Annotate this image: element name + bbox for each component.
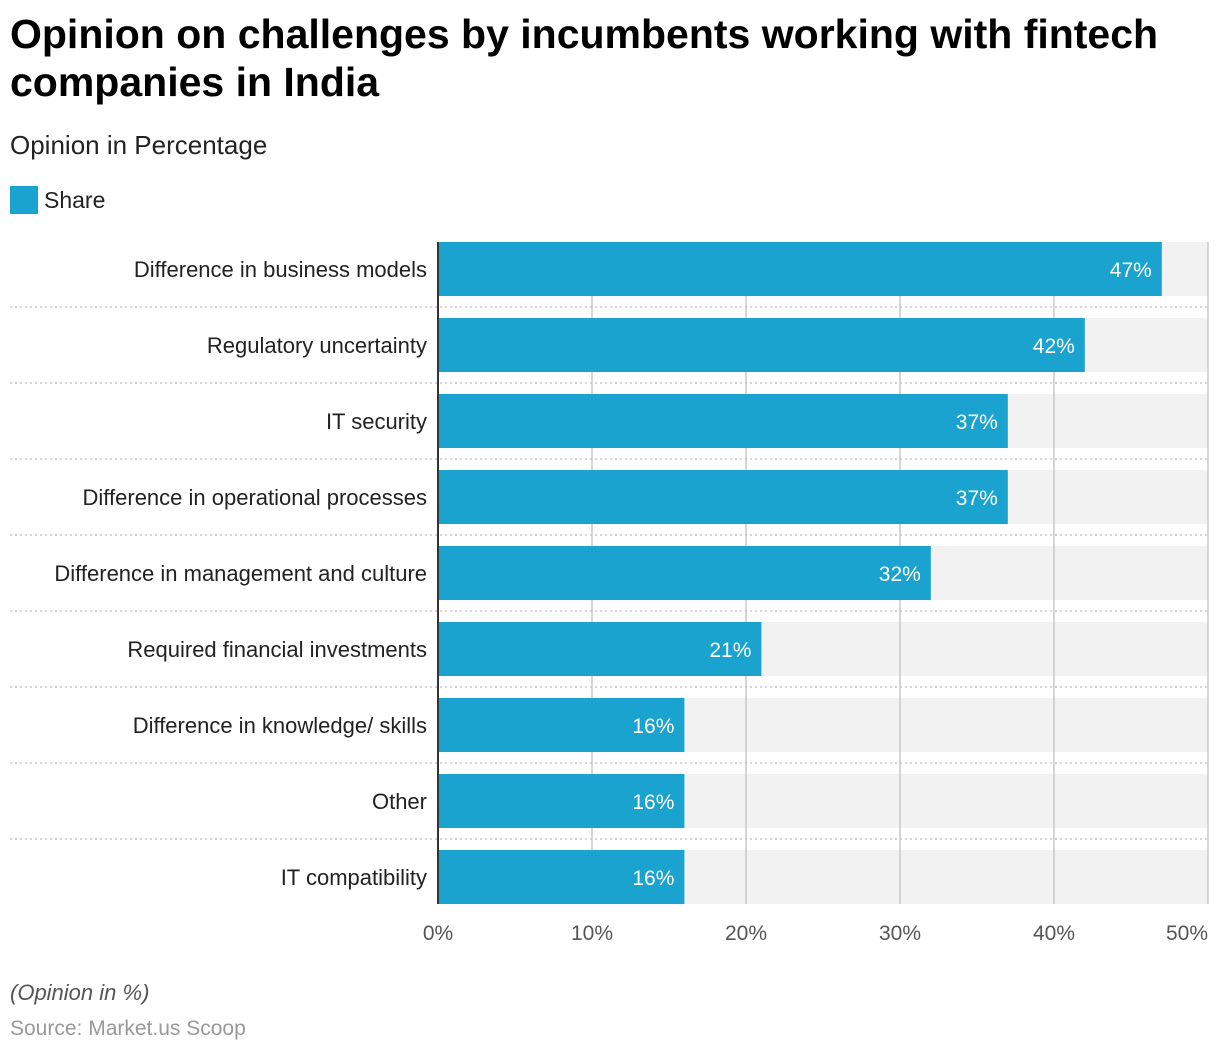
bar-value-label: 16% xyxy=(632,791,674,814)
category-label: IT security xyxy=(326,409,427,434)
category-label: Regulatory uncertainty xyxy=(207,333,427,358)
x-tick-label: 30% xyxy=(879,922,921,945)
category-label: Difference in operational processes xyxy=(83,485,427,510)
legend: Share xyxy=(10,186,105,214)
chart-source: Source: Market.us Scoop xyxy=(10,1017,246,1040)
bar-value-label: 16% xyxy=(632,867,674,890)
x-tick-label: 10% xyxy=(571,922,613,945)
bar xyxy=(438,470,1008,524)
bar-value-label: 42% xyxy=(1033,335,1075,358)
bar xyxy=(438,698,685,752)
bar xyxy=(438,850,685,904)
category-label: Difference in management and culture xyxy=(54,561,427,586)
category-label: Difference in business models xyxy=(134,257,427,282)
category-label: Difference in knowledge/ skills xyxy=(133,713,427,738)
bar xyxy=(438,622,762,676)
bar-value-label: 21% xyxy=(709,639,751,662)
x-tick-label: 40% xyxy=(1033,922,1075,945)
chart-subtitle: Opinion in Percentage xyxy=(10,130,268,160)
bar xyxy=(438,242,1162,296)
chart-note: (Opinion in %) xyxy=(10,980,150,1005)
bar xyxy=(438,774,685,828)
x-tick-label: 20% xyxy=(725,922,767,945)
bar xyxy=(438,318,1085,372)
bar-value-label: 37% xyxy=(956,411,998,434)
category-label: Required financial investments xyxy=(127,637,427,662)
category-label: IT compatibility xyxy=(281,865,427,890)
bar-value-label: 16% xyxy=(632,715,674,738)
legend-label: Share xyxy=(44,186,106,213)
category-label: Other xyxy=(372,789,427,814)
legend-swatch xyxy=(10,186,38,214)
bar-chart: 47% Difference in business models 42% Regul… xyxy=(10,242,1210,945)
bar xyxy=(438,546,931,600)
x-tick-label: 0% xyxy=(423,922,453,945)
x-tick-label: 50% xyxy=(1166,922,1208,945)
bar xyxy=(438,394,1008,448)
chart-title: Opinion on challenges by incumbents work… xyxy=(10,11,1159,105)
bar-value-label: 47% xyxy=(1110,259,1152,282)
bar-value-label: 32% xyxy=(879,563,921,586)
bar-value-label: 37% xyxy=(956,487,998,510)
